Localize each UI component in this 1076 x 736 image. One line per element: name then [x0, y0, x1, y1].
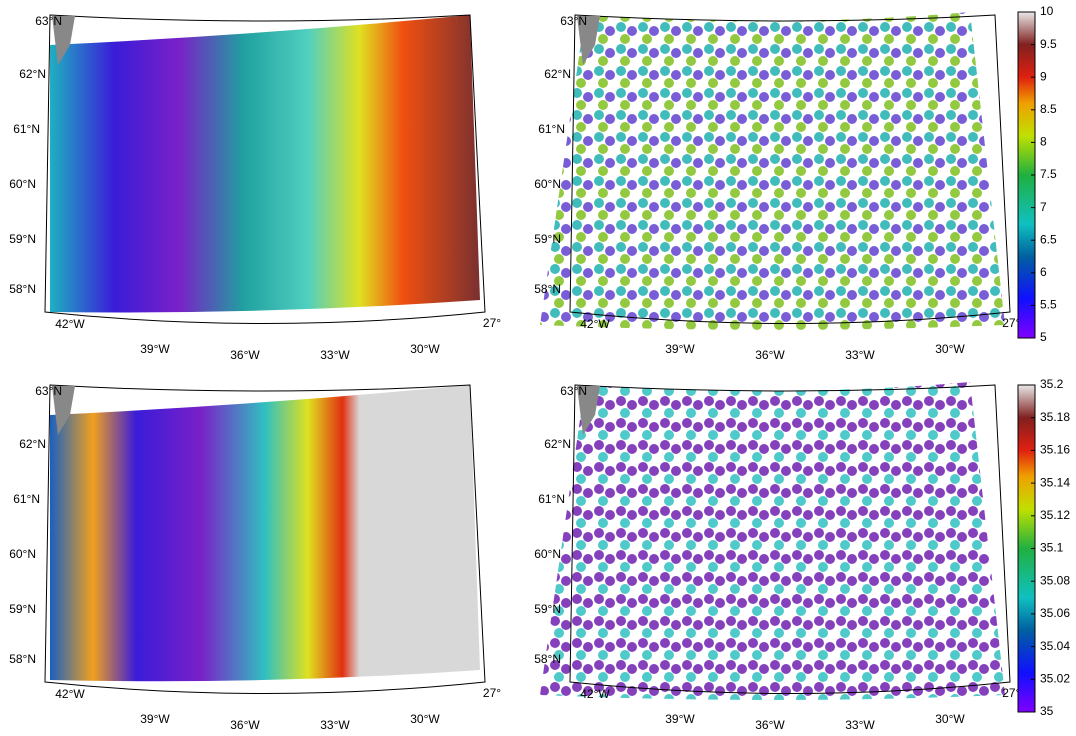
lon-label: 39°W [665, 712, 695, 726]
lon-label: 42°W [55, 317, 85, 331]
salinity-samples [540, 382, 1005, 700]
colorbar-tick-label: 8.5 [1040, 102, 1057, 116]
lat-label: 58°N [534, 282, 561, 296]
lat-label: 60°N [9, 547, 36, 561]
colorbar-tick-label: 35.14 [1040, 475, 1070, 489]
lat-label: 60°N [534, 547, 561, 561]
colorbar-tick-label: 6.5 [1040, 232, 1057, 246]
lon-label: 33°W [845, 348, 875, 362]
lat-label: 63°N [560, 14, 587, 28]
colorbar-tick-label: 9.5 [1040, 37, 1057, 51]
colorbar-tick-label: 8 [1040, 135, 1047, 149]
lat-label: 61°N [538, 492, 565, 506]
lat-label: 59°N [9, 602, 36, 616]
colorbar-tick-label: 35.1 [1040, 541, 1064, 555]
salinity-field [50, 385, 480, 681]
colorbar-tick-label: 5 [1040, 330, 1047, 344]
lat-label: 61°N [538, 122, 565, 136]
lat-label: 63°N [35, 384, 62, 398]
colorbar-tick-label: 35.18 [1040, 410, 1070, 424]
lon-label: 36°W [230, 718, 260, 731]
lon-label: 33°W [845, 718, 875, 731]
lon-label: 36°W [755, 348, 785, 362]
lon-label: 36°W [755, 718, 785, 731]
temperature-field [50, 15, 480, 313]
lat-label: 59°N [534, 602, 561, 616]
colorbar-tick-label: 35.02 [1040, 671, 1070, 685]
lon-label: 30°W [935, 712, 965, 726]
lon-label: 27° [483, 316, 501, 330]
lat-label: 61°N [13, 122, 40, 136]
lat-label: 63°N [35, 14, 62, 28]
figure: 63°N 62°N 61°N 60°N 59°N 58°N 42°W 39°W 36°W 33°W… [0, 0, 1076, 731]
colorbar-tick-label: 5.5 [1040, 298, 1057, 312]
lat-label: 62°N [19, 437, 46, 451]
colorbar-tick-label: 35.06 [1040, 606, 1070, 620]
lat-label: 58°N [9, 652, 36, 666]
colorbar-tick-label: 35.2 [1040, 377, 1064, 391]
lon-label: 39°W [140, 712, 170, 726]
lat-label: 60°N [534, 177, 561, 191]
colorbar-tick-label: 35.12 [1040, 508, 1070, 522]
lon-label: 42°W [580, 317, 610, 331]
lon-label: 36°W [230, 348, 260, 362]
colorbar-tick-label: 7 [1040, 200, 1047, 214]
lon-label: 39°W [665, 342, 695, 356]
lat-label: 59°N [9, 232, 36, 246]
lon-label: 42°W [55, 687, 85, 701]
lat-label: 62°N [544, 437, 571, 451]
colorbar-tick-label: 35.16 [1040, 443, 1070, 457]
lat-label: 62°N [544, 67, 571, 81]
lon-label: 33°W [320, 718, 350, 731]
lon-label: 30°W [410, 712, 440, 726]
lat-label: 58°N [9, 282, 36, 296]
lat-label: 61°N [13, 492, 40, 506]
colorbar-tick-label: 6 [1040, 265, 1047, 279]
lat-label: 59°N [534, 232, 561, 246]
lat-label: 60°N [9, 177, 36, 191]
lon-label: 30°W [935, 342, 965, 356]
lat-label: 63°N [560, 384, 587, 398]
colorbar-tick-label: 35 [1040, 704, 1054, 718]
temperature-samples [540, 12, 1005, 330]
lat-label: 62°N [19, 67, 46, 81]
colorbar-tick-label: 10 [1040, 4, 1054, 18]
lon-label: 42°W [580, 687, 610, 701]
colorbar-tick-label: 9 [1040, 69, 1047, 83]
lon-label: 27° [483, 686, 501, 700]
colorbar-tick-label: 35.04 [1040, 639, 1070, 653]
lat-label: 58°N [534, 652, 561, 666]
lon-label: 30°W [410, 342, 440, 356]
lon-label: 33°W [320, 348, 350, 362]
colorbar-tick-label: 7.5 [1040, 167, 1057, 181]
lon-label: 39°W [140, 342, 170, 356]
colorbar-tick-label: 35.08 [1040, 573, 1070, 587]
